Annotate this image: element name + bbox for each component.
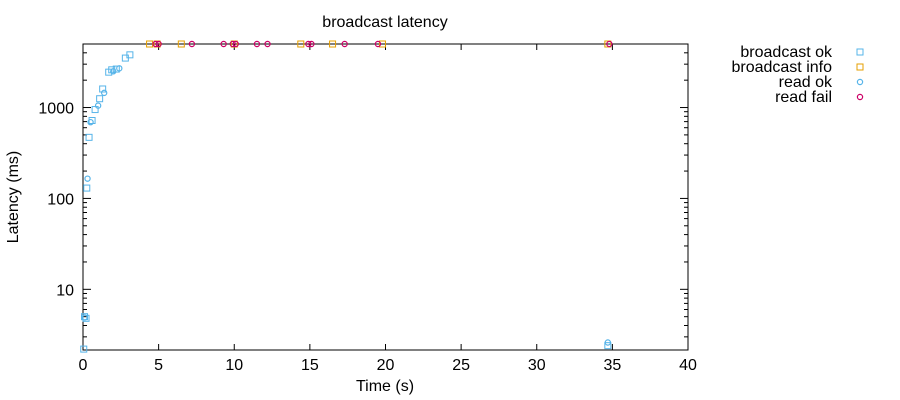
data-point <box>232 40 239 48</box>
data-point <box>80 345 88 353</box>
data-points <box>80 40 613 353</box>
plot-frame <box>82 43 689 351</box>
data-point <box>188 40 196 48</box>
data-point <box>85 133 93 141</box>
legend-marker <box>856 93 864 101</box>
data-point <box>96 95 104 103</box>
legend-label: read fail <box>775 89 832 106</box>
x-tick-label: 35 <box>603 357 621 374</box>
x-axis-label: Time (s) <box>356 378 414 395</box>
data-point <box>264 40 271 48</box>
series-2 <box>81 65 612 346</box>
data-point <box>152 40 159 48</box>
data-point <box>305 40 312 48</box>
data-point <box>604 342 612 350</box>
y-tick-label: 10 <box>56 282 74 299</box>
x-tick-label: 20 <box>377 357 395 374</box>
data-point <box>297 40 305 48</box>
data-point <box>374 40 382 48</box>
data-point <box>110 68 117 75</box>
data-point <box>604 40 612 48</box>
series-3 <box>152 40 613 48</box>
data-point <box>177 40 185 48</box>
x-axis-ticks: 0 5 10 15 20 25 30 35 40 <box>79 44 697 374</box>
x-tick-label: 10 <box>225 357 243 374</box>
y-axis-label: Latency (ms) <box>5 151 22 243</box>
data-point <box>230 40 238 48</box>
legend-label: read ok <box>779 74 833 91</box>
data-point <box>87 118 94 126</box>
legend-marker <box>856 48 864 56</box>
x-tick-label: 30 <box>528 357 546 374</box>
legend-marker <box>856 78 864 86</box>
legend-label: broadcast ok <box>740 44 833 61</box>
data-point <box>329 40 337 48</box>
data-point <box>116 65 123 72</box>
x-tick-label: 25 <box>452 357 470 374</box>
data-point <box>81 314 88 321</box>
data-point <box>606 40 613 48</box>
data-point <box>155 40 162 48</box>
data-point <box>126 51 134 59</box>
data-point <box>229 40 236 48</box>
data-point <box>153 40 161 48</box>
data-point <box>83 184 91 192</box>
data-point <box>100 89 108 97</box>
y-tick-label: 1000 <box>38 101 74 118</box>
data-point <box>253 40 261 48</box>
data-point <box>604 339 612 346</box>
y-axis-ticks: 10 100 1000 <box>38 43 688 338</box>
legend-label: broadcast info <box>731 59 832 76</box>
data-point <box>341 40 348 48</box>
x-tick-label: 15 <box>301 357 319 374</box>
data-point <box>220 40 227 48</box>
data-point <box>94 102 102 109</box>
series-0 <box>80 51 612 353</box>
x-tick-label: 0 <box>79 357 88 374</box>
data-point <box>378 40 386 48</box>
legend-marker <box>856 63 864 71</box>
x-tick-label: 5 <box>154 357 163 374</box>
chart-title: broadcast latency <box>322 14 447 31</box>
y-tick-label: 100 <box>47 191 74 208</box>
data-point <box>99 85 107 93</box>
x-tick-label: 40 <box>679 357 697 374</box>
data-point <box>308 40 315 48</box>
data-point <box>84 175 91 182</box>
series-1 <box>146 40 612 48</box>
